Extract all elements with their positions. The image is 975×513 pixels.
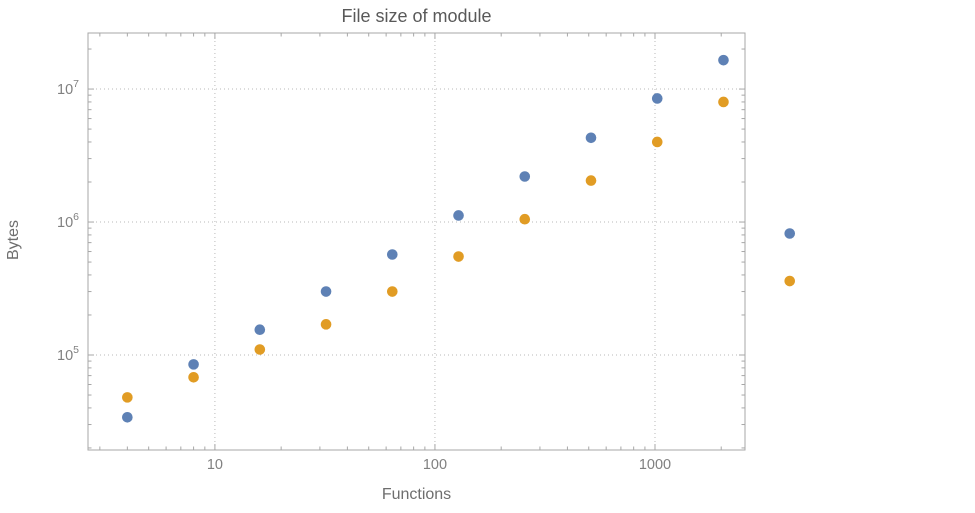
x-tick-label: 100 — [423, 457, 447, 473]
y-tick-label: 107 — [57, 78, 79, 98]
data-point-blue — [651, 93, 663, 104]
data-point-blue — [718, 54, 729, 66]
y-tick-label: 105 — [57, 344, 79, 364]
data-point-orange — [651, 136, 663, 148]
data-point-orange — [453, 251, 464, 262]
data-point-blue — [254, 324, 266, 335]
data-point-orange — [254, 344, 266, 355]
x-axis-label: Functions — [381, 486, 452, 503]
data-point-orange — [585, 175, 597, 186]
data-point-orange — [519, 213, 531, 225]
data-point-orange — [188, 371, 199, 383]
y-axis-label: Bytes — [5, 220, 22, 261]
x-tick-label: 10 — [207, 457, 223, 473]
data-point-blue — [320, 286, 332, 297]
data-point-blue — [122, 411, 133, 423]
data-point-orange — [718, 96, 729, 108]
data-point-blue — [386, 249, 398, 260]
data-point-orange — [320, 319, 332, 330]
data-point-blue — [519, 171, 531, 182]
data-point-orange — [122, 392, 133, 403]
data-point-orange — [386, 286, 398, 297]
data-point-blue — [453, 210, 464, 221]
plot-frame — [87, 32, 746, 451]
data-point-blue — [188, 359, 199, 370]
data-point-blue — [585, 132, 597, 144]
data-point-blue — [784, 228, 796, 239]
data-point-orange — [784, 275, 796, 287]
y-tick-label: 106 — [57, 211, 79, 231]
x-tick-label: 1000 — [639, 457, 671, 473]
chart-title: File size of module — [341, 6, 492, 26]
